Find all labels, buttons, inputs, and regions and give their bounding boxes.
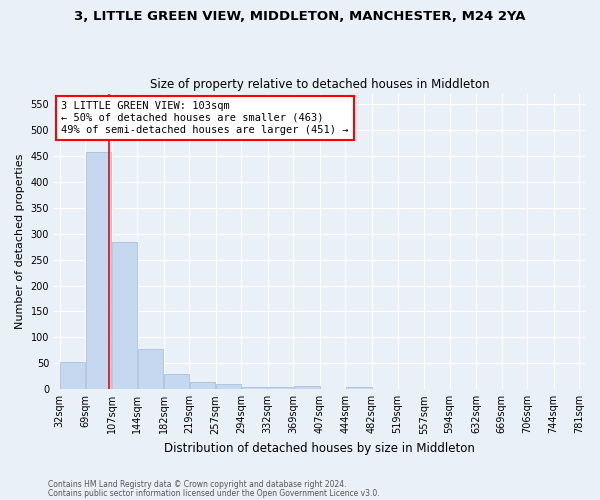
Title: Size of property relative to detached houses in Middleton: Size of property relative to detached ho…	[149, 78, 489, 91]
X-axis label: Distribution of detached houses by size in Middleton: Distribution of detached houses by size …	[164, 442, 475, 455]
Text: 3, LITTLE GREEN VIEW, MIDDLETON, MANCHESTER, M24 2YA: 3, LITTLE GREEN VIEW, MIDDLETON, MANCHES…	[74, 10, 526, 23]
Bar	[268, 386, 293, 390]
Text: Contains HM Land Registry data © Crown copyright and database right 2024.: Contains HM Land Registry data © Crown c…	[48, 480, 347, 489]
Bar	[137, 349, 163, 390]
Bar	[293, 386, 320, 390]
Bar	[242, 386, 268, 390]
Bar	[190, 382, 215, 390]
Bar	[346, 386, 371, 390]
Bar	[164, 374, 189, 390]
Bar	[216, 384, 241, 390]
Bar	[112, 242, 137, 390]
Y-axis label: Number of detached properties: Number of detached properties	[15, 154, 25, 329]
Text: 3 LITTLE GREEN VIEW: 103sqm
← 50% of detached houses are smaller (463)
49% of se: 3 LITTLE GREEN VIEW: 103sqm ← 50% of det…	[61, 102, 349, 134]
Bar	[86, 152, 112, 390]
Text: Contains public sector information licensed under the Open Government Licence v3: Contains public sector information licen…	[48, 489, 380, 498]
Bar	[60, 362, 85, 390]
